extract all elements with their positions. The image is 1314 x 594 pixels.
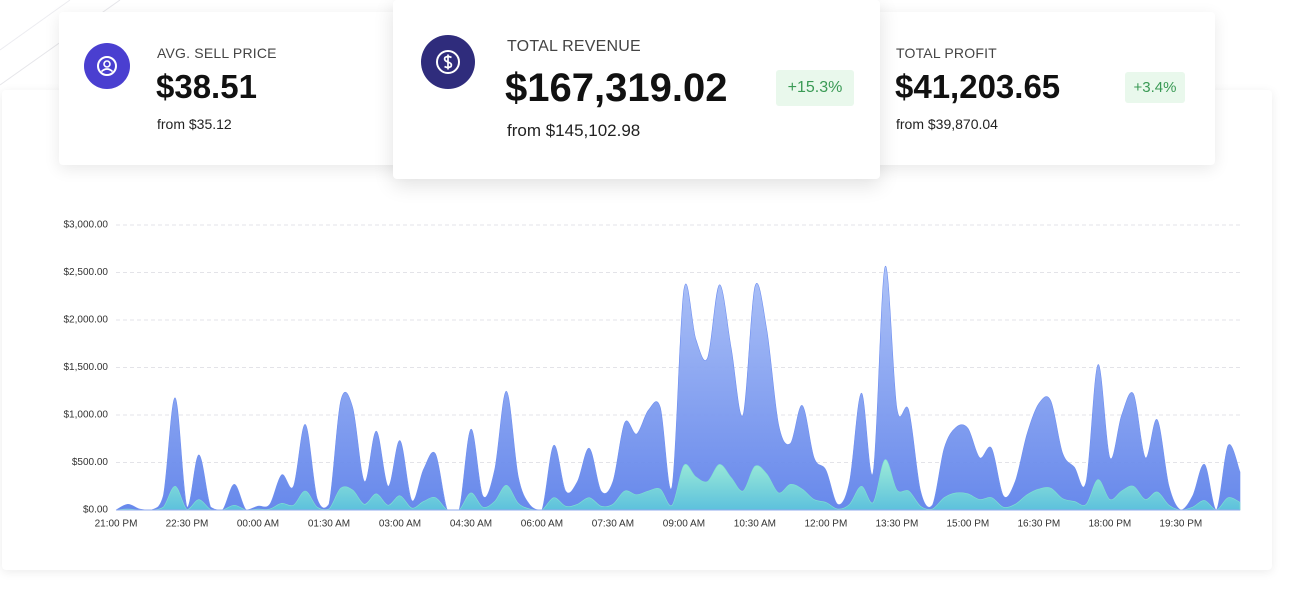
x-tick-label: 03:00 AM [379, 519, 421, 530]
kpi-label: TOTAL REVENUE [507, 38, 641, 55]
x-tick-label: 15:00 PM [946, 519, 989, 530]
x-tick-label: 12:00 PM [804, 519, 847, 530]
x-tick-label: 13:30 PM [875, 519, 918, 530]
kpi-previous: from $39,870.04 [896, 116, 998, 132]
kpi-change: +15.3% [776, 70, 854, 106]
x-tick-label: 00:00 AM [237, 519, 279, 530]
x-tick-label: 18:00 PM [1088, 519, 1131, 530]
x-tick-label: 22:30 PM [166, 519, 209, 530]
x-tick-label: 06:00 AM [521, 519, 563, 530]
kpi-card: AVG. SELL PRICE $38.51 from $35.12 [59, 12, 419, 165]
y-tick-label: $3,000.00 [64, 220, 109, 231]
icon [421, 35, 475, 89]
kpi-previous: from $35.12 [157, 116, 232, 132]
area [115, 459, 1241, 511]
kpi-value: $41,203.65 [895, 68, 1061, 105]
kpi-label: TOTAL PROFIT [896, 45, 997, 61]
kpi-label: AVG. SELL PRICE [157, 45, 277, 61]
x-tick-label: 09:00 AM [663, 519, 705, 530]
y-tick-label: $0.00 [83, 505, 108, 516]
y-tick-label: $1,000.00 [64, 410, 109, 421]
x-tick-label: 04:30 AM [450, 519, 492, 530]
y-tick-label: $500.00 [72, 457, 109, 468]
x-tick-label: 01:30 AM [308, 519, 350, 530]
kpi-card: TOTAL PROFIT $41,203.65 from $39,870.04 … [855, 12, 1215, 165]
kpi-value: $167,319.02 [505, 66, 728, 110]
x-tick-label: 10:30 AM [734, 519, 776, 530]
icon [84, 43, 130, 89]
kpi-change: +3.4% [1125, 72, 1185, 103]
area [115, 266, 1241, 511]
x-tick-label: 21:00 PM [95, 519, 138, 530]
y-tick-label: $2,500.00 [64, 267, 109, 278]
x-tick-label: 16:30 PM [1017, 519, 1060, 530]
kpi-value: $38.51 [156, 68, 257, 105]
kpi-previous: from $145,102.98 [507, 121, 641, 140]
x-tick-label: 07:30 AM [592, 519, 634, 530]
y-tick-label: $2,000.00 [64, 315, 109, 326]
kpi-card: TOTAL REVENUE $167,319.02 from $145,102.… [393, 0, 880, 179]
y-tick-label: $1,500.00 [64, 362, 109, 373]
x-tick-label: 19:30 PM [1159, 519, 1202, 530]
